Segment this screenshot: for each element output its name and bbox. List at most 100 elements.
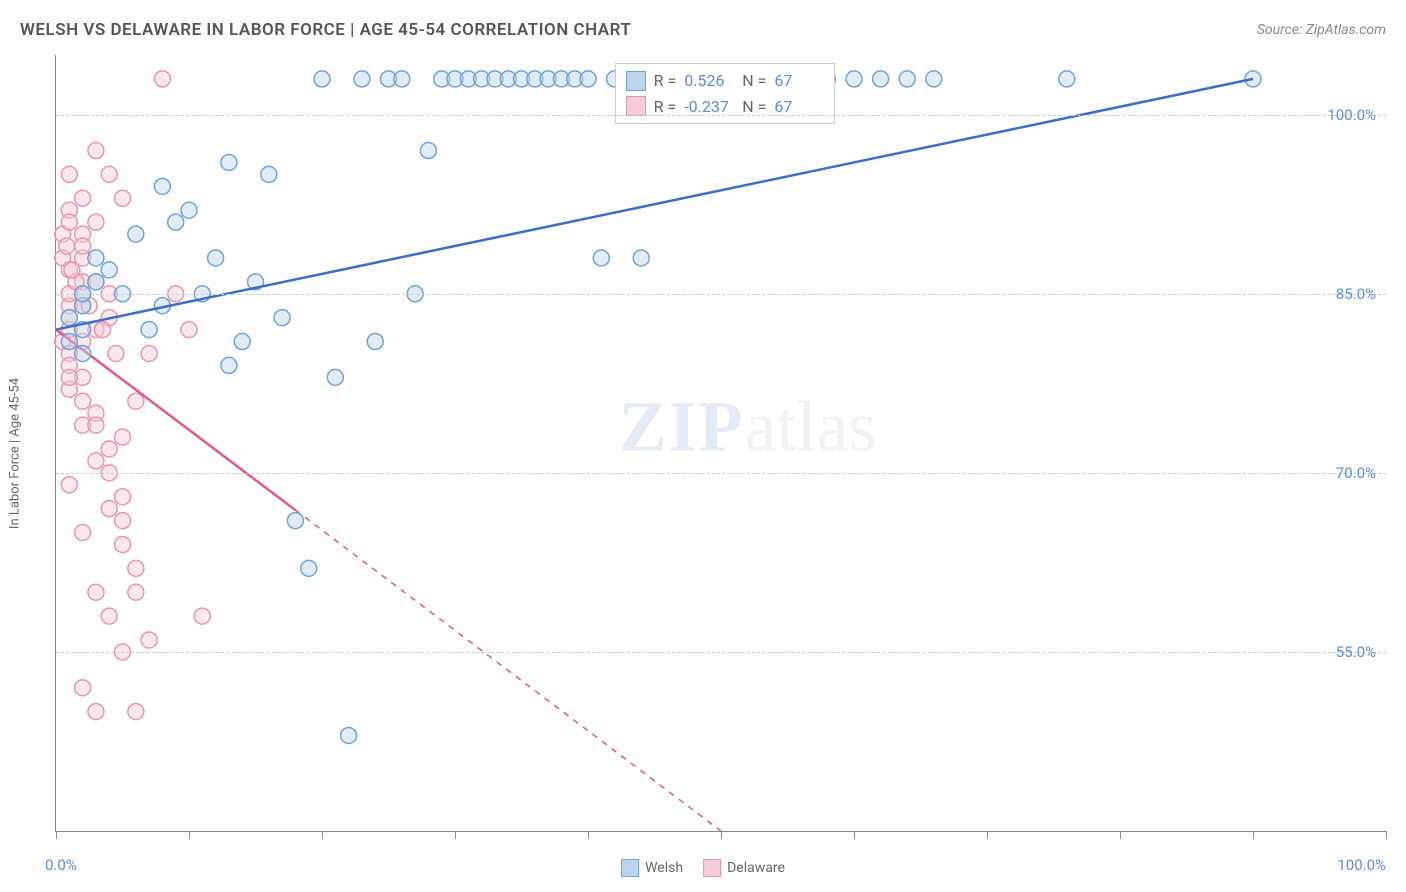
data-point [101, 501, 117, 517]
stats-n-welsh: 67 [774, 68, 824, 94]
trend-line-dashed [295, 510, 721, 831]
data-point [101, 441, 117, 457]
data-point [88, 584, 104, 600]
x-tick [189, 831, 190, 839]
stats-r-welsh: 0.526 [684, 68, 734, 94]
data-point [274, 310, 290, 326]
data-point [88, 417, 104, 433]
gridline [56, 473, 1386, 474]
data-point [101, 166, 117, 182]
x-tick [322, 831, 323, 839]
x-tick [987, 831, 988, 839]
data-point [899, 71, 915, 87]
data-point [633, 250, 649, 266]
y-axis-label: In Labor Force | Age 45-54 [8, 378, 23, 529]
data-point [1059, 71, 1075, 87]
data-point [115, 429, 131, 445]
data-point [61, 310, 77, 326]
legend-item-delaware: Delaware [703, 859, 785, 877]
stats-swatch-welsh [626, 71, 646, 91]
data-point [221, 357, 237, 373]
data-point [61, 369, 77, 385]
chart-source: Source: ZipAtlas.com [1257, 22, 1386, 38]
data-point [75, 525, 91, 541]
data-point [88, 453, 104, 469]
x-axis-max-label: 100.0% [1337, 856, 1386, 874]
data-point [59, 238, 75, 254]
data-point [168, 214, 184, 230]
data-point [115, 536, 131, 552]
data-point [61, 477, 77, 493]
x-tick [1386, 831, 1387, 839]
data-point [580, 71, 596, 87]
data-point [101, 608, 117, 624]
chart-plot-area: ZIPatlas R = 0.526 N = 67 R = -0.237 N =… [55, 55, 1386, 832]
gridline [56, 294, 1386, 295]
x-tick [455, 831, 456, 839]
data-point [287, 513, 303, 529]
data-point [846, 71, 862, 87]
data-point [115, 513, 131, 529]
gridline [56, 115, 1386, 116]
x-axis-min-label: 0.0% [45, 856, 77, 874]
gridline [56, 652, 1386, 653]
data-point [341, 727, 357, 743]
data-point [367, 334, 383, 350]
legend-item-welsh: Welsh [621, 859, 683, 877]
x-tick [588, 831, 589, 839]
data-point [88, 143, 104, 159]
y-tick-label: 85.0% [1336, 285, 1376, 303]
data-point [154, 71, 170, 87]
data-point [61, 214, 77, 230]
data-point [314, 71, 330, 87]
chart-header: WELSH VS DELAWARE IN LABOR FORCE | AGE 4… [20, 20, 1386, 40]
legend-swatch [621, 859, 639, 877]
legend-label: Delaware [727, 860, 785, 876]
data-point [261, 166, 277, 182]
data-point [301, 560, 317, 576]
data-point [61, 334, 77, 350]
data-point [221, 154, 237, 170]
legend: Welsh Delaware [621, 859, 785, 877]
data-point [61, 166, 77, 182]
data-point [873, 71, 889, 87]
data-point [75, 190, 91, 206]
x-tick [721, 831, 722, 839]
data-point [115, 190, 131, 206]
data-point [64, 262, 80, 278]
data-point [75, 238, 91, 254]
data-point [128, 226, 144, 242]
data-point [141, 345, 157, 361]
y-tick-label: 55.0% [1336, 643, 1376, 661]
legend-swatch [703, 859, 721, 877]
data-point [194, 608, 210, 624]
x-tick [854, 831, 855, 839]
data-point [115, 489, 131, 505]
data-point [95, 322, 111, 338]
stats-r-label: R = [654, 68, 677, 94]
data-point [108, 345, 124, 361]
data-point [926, 71, 942, 87]
data-point [128, 393, 144, 409]
data-point [75, 393, 91, 409]
data-point [75, 345, 91, 361]
data-point [75, 680, 91, 696]
data-point [593, 250, 609, 266]
chart-title: WELSH VS DELAWARE IN LABOR FORCE | AGE 4… [20, 20, 631, 40]
data-point [181, 322, 197, 338]
data-point [101, 262, 117, 278]
data-point [88, 274, 104, 290]
legend-label: Welsh [645, 860, 683, 876]
y-tick-label: 100.0% [1327, 106, 1376, 124]
data-point [234, 334, 250, 350]
data-point [354, 71, 370, 87]
data-point [88, 250, 104, 266]
scatter-svg [56, 55, 1386, 831]
stats-n-label: N = [742, 68, 766, 94]
data-point [420, 143, 436, 159]
data-point [128, 584, 144, 600]
data-point [394, 71, 410, 87]
stats-row-welsh: R = 0.526 N = 67 [626, 68, 825, 94]
x-tick [1253, 831, 1254, 839]
y-tick-label: 70.0% [1336, 464, 1376, 482]
